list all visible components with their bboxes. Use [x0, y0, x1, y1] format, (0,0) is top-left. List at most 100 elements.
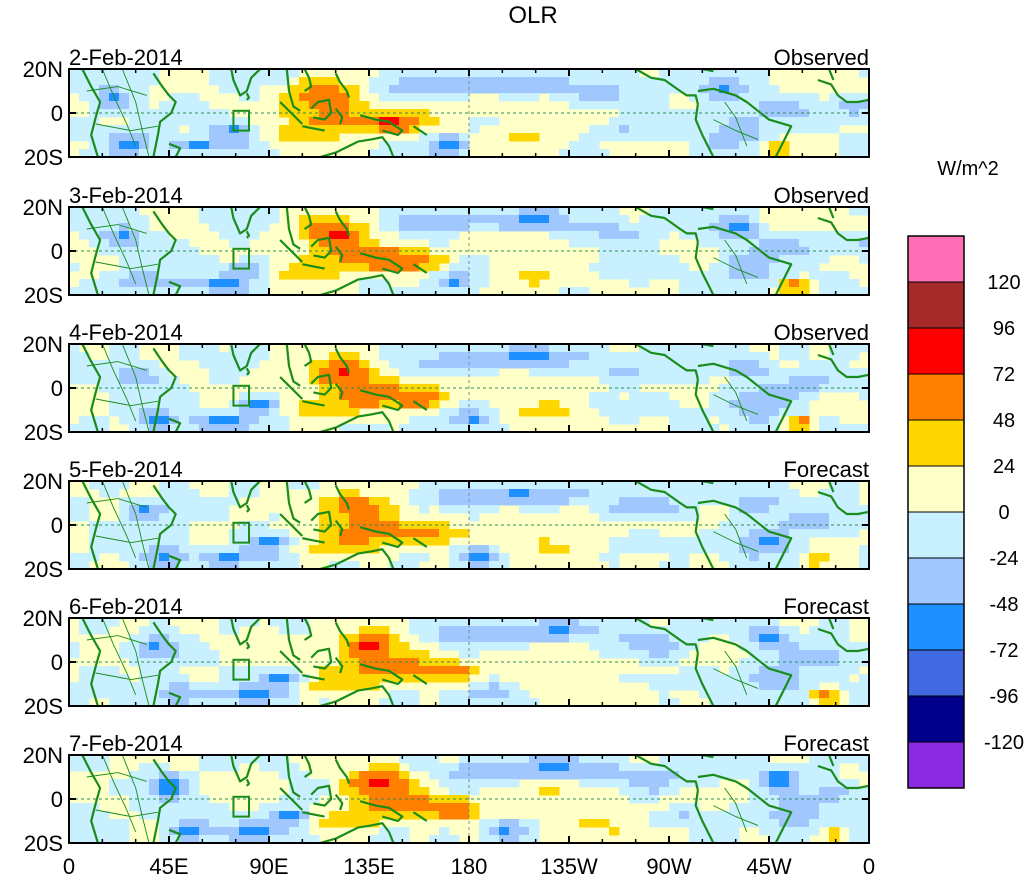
coastline — [302, 400, 325, 407]
coastline — [152, 347, 177, 432]
coastline — [319, 548, 395, 569]
coastline — [412, 263, 428, 274]
colorbar-swatch — [907, 327, 965, 375]
coastline — [694, 242, 715, 295]
coastline — [310, 98, 333, 121]
coastline — [334, 210, 351, 236]
colorbar-level-label: 120 — [987, 272, 1020, 294]
country-boundary — [86, 224, 147, 234]
coastline — [81, 344, 102, 432]
y-tick-label: 20N — [23, 57, 63, 82]
coastline — [359, 800, 404, 823]
colorbar-swatch — [907, 695, 965, 743]
coastline — [680, 344, 714, 348]
coastline — [680, 69, 714, 73]
coastline — [334, 656, 344, 674]
country-boundary — [724, 239, 748, 285]
coastline — [827, 755, 835, 767]
coastline — [81, 618, 102, 706]
country-boundary — [86, 86, 147, 96]
coastline — [635, 618, 699, 654]
coastline — [303, 618, 313, 641]
y-tick-label: 20S — [24, 283, 63, 308]
country-boundary — [724, 101, 748, 147]
coastline — [827, 207, 835, 219]
coastline — [152, 210, 177, 295]
colorbar-level-label: -96 — [990, 686, 1019, 708]
coastline — [334, 793, 344, 811]
coastline — [635, 755, 699, 791]
y-tick-label: 0 — [51, 101, 63, 126]
y-tick-label: 0 — [51, 376, 63, 401]
colorbar: 120 96 72 48 24 0 -24 -48 -72 -96 -120 — [907, 235, 1024, 789]
coastline — [334, 245, 344, 263]
coastline — [310, 784, 333, 807]
y-tick-label: 0 — [51, 513, 63, 538]
colorbar-level-label: -24 — [990, 548, 1019, 570]
x-tick-label: 135E — [343, 854, 394, 879]
coastline — [697, 362, 793, 432]
country-boundary — [101, 618, 137, 696]
colorbar-swatch — [907, 465, 965, 513]
colorbar-swatch — [907, 557, 965, 605]
country-boundary — [121, 69, 150, 157]
x-tick-label: 180 — [451, 854, 488, 879]
coastline — [412, 811, 428, 822]
coastline — [319, 136, 395, 157]
panel-date-label: 5-Feb-2014 — [69, 457, 183, 482]
coastline — [245, 230, 251, 239]
colorbar-level-label: 72 — [993, 364, 1015, 386]
coastline — [334, 484, 351, 510]
country-boundary — [95, 261, 158, 270]
panel-date-label: 3-Feb-2014 — [69, 183, 183, 208]
panel: 20N 0 20S 7-Feb-2014 Forecast — [23, 731, 870, 856]
country-boundary — [724, 787, 748, 833]
coastline — [303, 344, 313, 367]
colorbar-swatch — [907, 419, 965, 467]
coastline — [334, 347, 351, 373]
coastline — [81, 207, 102, 295]
coastline — [152, 758, 177, 843]
y-tick-label: 0 — [51, 650, 63, 675]
y-tick-label: 20N — [23, 469, 63, 494]
coastline — [359, 663, 404, 686]
y-tick-label: 0 — [51, 787, 63, 812]
coastline — [697, 225, 793, 295]
coastline — [412, 537, 428, 548]
panel: 20N 0 20S 2-Feb-2014 Observed — [23, 45, 870, 170]
coastline — [827, 69, 835, 81]
country-boundary — [121, 618, 150, 706]
coastline — [817, 490, 869, 516]
region-box — [232, 247, 250, 270]
panel-date-label: 6-Feb-2014 — [69, 594, 183, 619]
country-boundary — [724, 376, 748, 422]
y-tick-label: 20N — [23, 332, 63, 357]
coastline — [245, 504, 251, 513]
coastline — [334, 382, 344, 400]
coastline — [412, 674, 428, 685]
region-box — [232, 384, 250, 407]
coastline — [303, 481, 313, 504]
colorbar-level-label: 48 — [993, 410, 1015, 432]
colorbar-level-label: -72 — [990, 640, 1019, 662]
coastline — [635, 207, 699, 243]
coastline — [285, 207, 301, 250]
coastline — [319, 411, 395, 432]
panel-status-label: Forecast — [783, 594, 869, 619]
coastline — [817, 764, 869, 790]
x-tick-label: 90E — [249, 854, 288, 879]
coastline — [817, 353, 869, 379]
coastline — [230, 481, 261, 509]
country-boundary — [713, 394, 759, 415]
coastline — [319, 274, 395, 295]
coastline — [245, 367, 251, 376]
coastline — [310, 236, 333, 259]
coastline — [697, 499, 793, 569]
panel-status-label: Observed — [774, 45, 869, 70]
country-boundary — [713, 805, 759, 826]
coastline — [680, 618, 714, 622]
colorbar-swatch — [907, 603, 965, 651]
coastlines — [81, 618, 869, 706]
